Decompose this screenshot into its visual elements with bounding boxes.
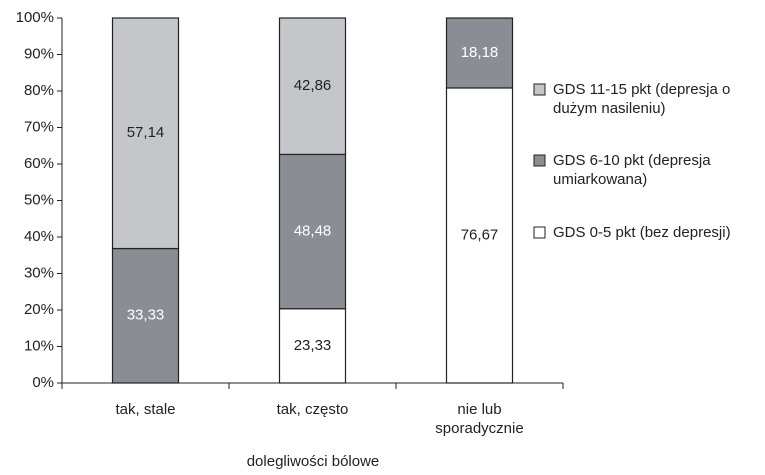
legend-label: GDS 11-15 pkt (depresja o dużym nasileni… (553, 81, 731, 117)
legend-swatch (533, 154, 546, 167)
bar-segment (278, 17, 347, 156)
bar-segment (111, 247, 180, 384)
y-tick-label: 90% (24, 45, 54, 62)
bar-segment (445, 17, 514, 89)
data-label: 57,14 (127, 124, 165, 141)
data-label: 23,33 (294, 337, 332, 354)
data-label: 33,33 (127, 307, 165, 324)
legend-label-box: GDS 11-15 pkt (depresja o dużym nasileni… (553, 81, 731, 117)
legend-label-box: GDS 6-10 pkt (depresja umiarkowana) (553, 152, 711, 188)
bar-segment (278, 308, 347, 384)
x-tick-label-box: nie lub sporadycznie (435, 401, 524, 437)
y-tick-label: 40% (24, 228, 54, 245)
y-tick-label: 100% (16, 9, 54, 26)
x-tick-label: nie lub sporadycznie (435, 401, 524, 437)
bar-segment (278, 153, 347, 310)
bar-segment (445, 87, 514, 384)
x-axis-label: dolegliwości bólowe (247, 453, 380, 470)
legend-swatch (533, 83, 546, 96)
legend-label: GDS 6-10 pkt (depresja umiarkowana) (553, 152, 711, 188)
y-tick-label: 20% (24, 301, 54, 318)
legend-swatch (533, 226, 546, 239)
y-tick-label: 50% (24, 191, 54, 208)
legend-label-box: GDS 0-5 pkt (bez depresji) (553, 224, 731, 241)
y-tick-label: 10% (24, 337, 54, 354)
y-tick-label: 30% (24, 264, 54, 281)
y-tick-label: 80% (24, 82, 54, 99)
y-tick-label: 70% (24, 118, 54, 135)
data-label: 18,18 (461, 44, 499, 61)
data-label: 76,67 (461, 226, 499, 243)
x-tick-label-box: tak, stale (115, 401, 176, 418)
x-tick-label-box: tak, często (276, 401, 349, 418)
data-label: 42,86 (294, 77, 332, 94)
x-tick-label: tak, stale (115, 401, 176, 418)
data-label: 48,48 (294, 223, 332, 240)
x-tick-label: tak, często (276, 401, 349, 418)
y-tick-label: 0% (32, 374, 54, 391)
y-tick-label: 60% (24, 155, 54, 172)
legend-label: GDS 0-5 pkt (bez depresji) (553, 224, 731, 241)
bar-segment (111, 17, 180, 250)
